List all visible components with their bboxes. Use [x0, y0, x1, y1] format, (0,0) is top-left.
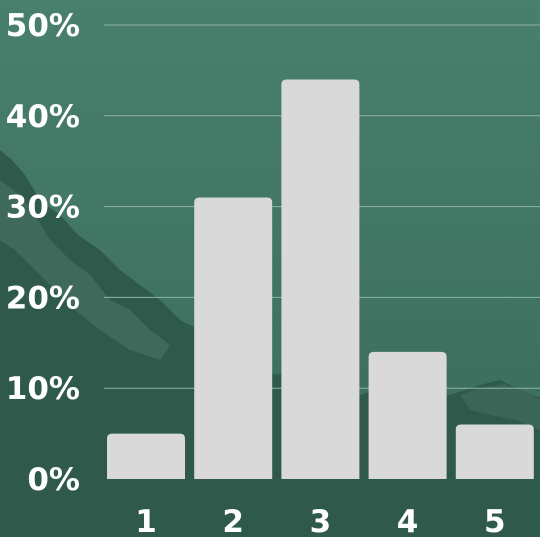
x-tick-label: 1 — [135, 504, 157, 537]
x-tick-label: 5 — [484, 504, 506, 537]
bar — [194, 197, 273, 479]
y-axis-labels: 0% 10% 20% 30% 40% 50% — [6, 8, 80, 498]
mountain-ridge-highlight — [0, 180, 170, 360]
bar — [281, 79, 360, 479]
y-tick-label: 20% — [6, 280, 80, 316]
y-tick-label: 40% — [6, 99, 80, 135]
bar — [107, 433, 185, 479]
x-axis-labels: 1 2 3 4 5 — [135, 504, 505, 537]
bar — [455, 424, 534, 479]
y-tick-label: 0% — [27, 462, 80, 498]
bar — [368, 351, 447, 479]
mountain-ridge-highlight-right — [460, 384, 540, 430]
y-tick-label: 10% — [6, 371, 80, 407]
bars — [107, 79, 534, 479]
x-tick-label: 3 — [310, 504, 332, 537]
y-tick-label: 50% — [6, 8, 80, 44]
x-tick-label: 2 — [222, 504, 244, 537]
x-tick-label: 4 — [397, 504, 419, 537]
y-tick-label: 30% — [6, 190, 80, 226]
